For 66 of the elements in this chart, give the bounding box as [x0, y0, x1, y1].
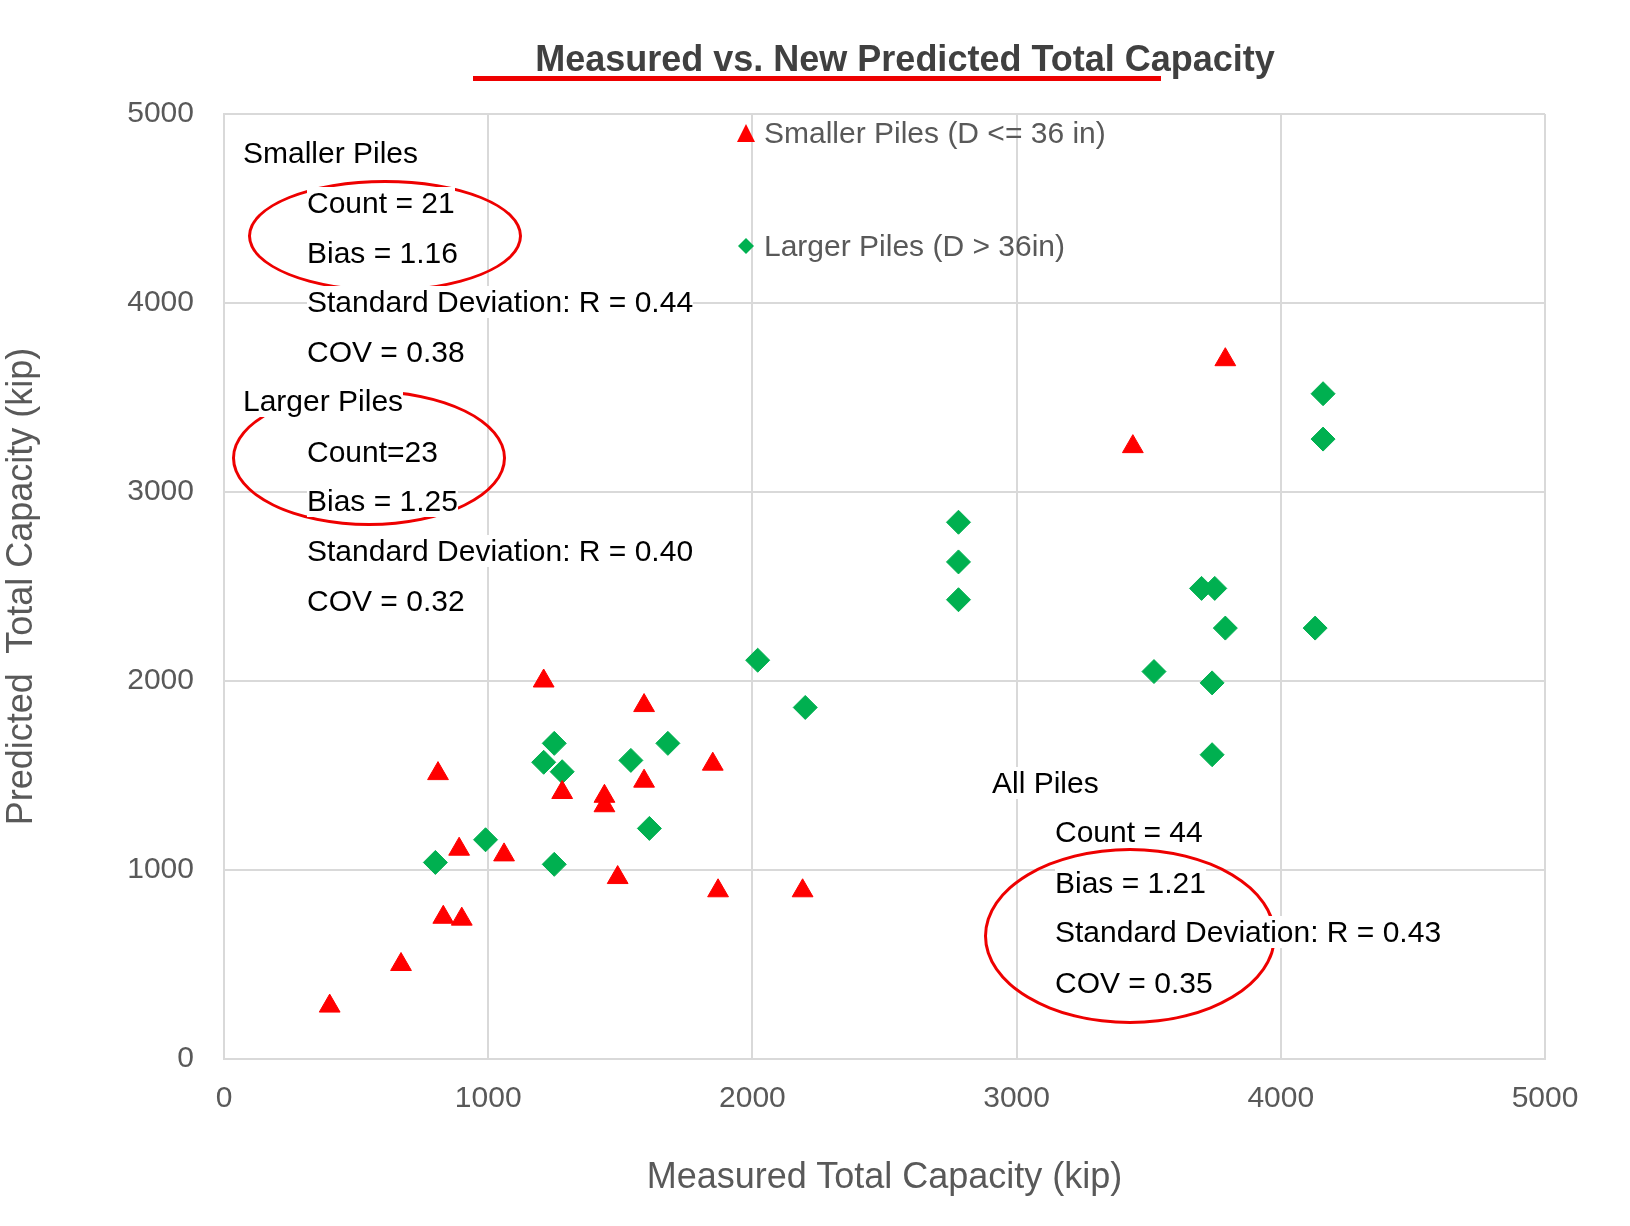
- point: [636, 815, 662, 841]
- annotation: Smaller Piles: [243, 136, 419, 169]
- x-tick-label: 2000: [719, 1080, 786, 1114]
- x-axis-title: Measured Total Capacity (kip): [646, 1155, 1123, 1197]
- annotation: Standard Deviation: R = 0.43: [1055, 915, 1442, 948]
- annotation: COV = 0.35: [1055, 966, 1213, 999]
- point: [493, 842, 515, 862]
- point: [1310, 381, 1336, 407]
- point: [551, 780, 574, 800]
- x-tick-label: 0: [215, 1080, 233, 1114]
- point: [633, 768, 655, 788]
- point: [791, 878, 814, 898]
- annotation: All Piles: [992, 766, 1099, 799]
- point: [618, 747, 644, 773]
- annotation: Bias = 1.21: [1055, 866, 1206, 899]
- point: [432, 904, 455, 924]
- point: [633, 693, 655, 713]
- point: [1302, 615, 1328, 641]
- point: [745, 647, 771, 673]
- point: [945, 587, 971, 613]
- point: [1199, 670, 1225, 696]
- x-tick-label: 1000: [454, 1080, 522, 1114]
- point: [390, 952, 412, 971]
- y-tick-label: 4000: [127, 284, 194, 318]
- legend-label: Smaller Piles (D <= 36 in): [764, 116, 1106, 150]
- chart-title: Measured vs. New Predicted Total Capacity: [534, 38, 1276, 80]
- point: [655, 730, 681, 756]
- annotation: COV = 0.32: [307, 584, 465, 617]
- y-axis-title: Predicted Total Capacity (kip): [0, 347, 40, 826]
- y-tick-label: 2000: [127, 662, 194, 696]
- x-tick-label: 5000: [1511, 1080, 1579, 1114]
- point: [701, 751, 724, 771]
- point: [606, 865, 629, 885]
- point: [427, 761, 449, 781]
- x-tick-label: 4000: [1247, 1080, 1315, 1114]
- y-tick-label: 0: [177, 1040, 194, 1074]
- annotation: Count=23: [307, 435, 438, 468]
- point: [1141, 659, 1167, 685]
- y-tick-label: 3000: [127, 473, 194, 507]
- point: [1212, 615, 1238, 641]
- point: [945, 549, 971, 575]
- point: [541, 730, 567, 756]
- point: [945, 509, 971, 535]
- point: [792, 694, 818, 720]
- annotation: Bias = 1.16: [307, 236, 458, 269]
- y-tick-label: 5000: [127, 95, 194, 129]
- annotation: Count = 44: [1055, 815, 1203, 848]
- point: [549, 759, 575, 785]
- point: [318, 993, 341, 1013]
- annotation: Count = 21: [307, 186, 455, 219]
- point: [531, 749, 557, 775]
- annotation: Larger Piles: [243, 384, 404, 417]
- point: [1199, 742, 1225, 768]
- x-tick-label: 3000: [983, 1080, 1050, 1114]
- point: [422, 849, 448, 875]
- point: [448, 836, 471, 856]
- point: [450, 906, 473, 926]
- point: [541, 851, 567, 877]
- legend-label: Larger Piles (D > 36in): [764, 229, 1065, 263]
- annotation: Standard Deviation: R = 0.44: [307, 285, 694, 318]
- annotation: Standard Deviation: R = 0.40: [307, 534, 694, 567]
- point: [707, 878, 729, 898]
- annotation: COV = 0.38: [307, 335, 465, 368]
- point: [1310, 426, 1336, 452]
- annotation: Bias = 1.25: [307, 484, 458, 517]
- y-tick-label: 1000: [127, 851, 194, 885]
